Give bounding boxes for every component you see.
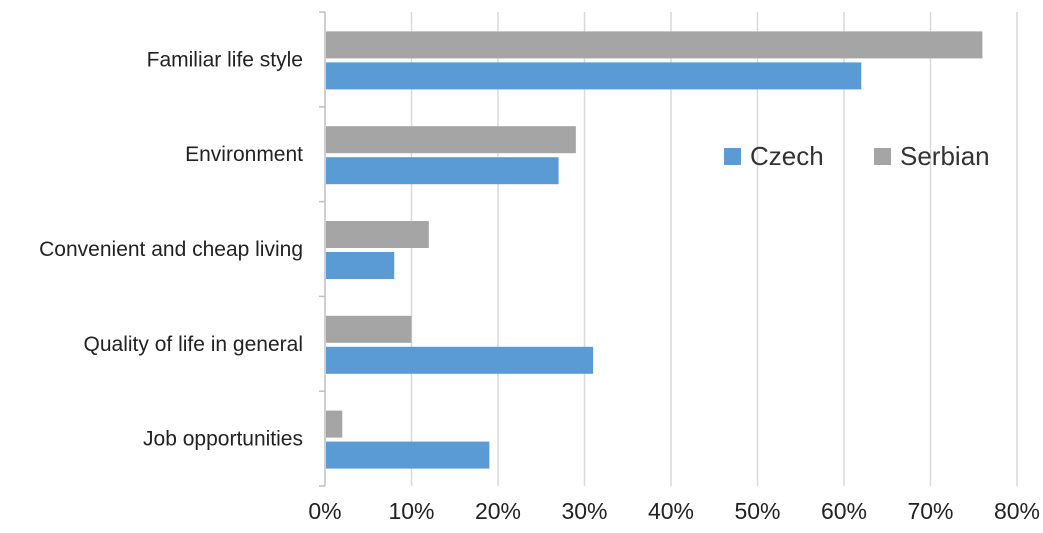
x-tick-label-50: 50% [734,498,780,524]
bar-czech-4 [326,441,490,469]
category-label-1: Environment [185,143,303,166]
x-tick-label-80: 80% [994,498,1040,524]
x-tick-label-70: 70% [907,498,953,524]
x-tick-label-40: 40% [648,498,694,524]
x-tick-label-10: 10% [388,498,434,524]
bars [326,31,983,469]
category-label-2: Convenient and cheap living [39,238,303,261]
gridlines [410,12,1018,486]
bar-serbian-3 [326,315,412,343]
bar-serbian-1 [326,126,576,154]
legend-swatch-serbian [874,148,891,165]
bar-czech-3 [326,346,594,374]
bar-czech-2 [326,252,395,279]
legend-label-czech: Czech [750,141,824,171]
x-tick-labels: 0% 10% 20% 30% 40% 50% 60% 70% 80% [308,498,1040,524]
x-tick-label-30: 30% [561,498,607,524]
legend-label-serbian: Serbian [900,141,990,171]
legend: Czech Serbian [724,141,990,171]
bar-czech-0 [326,62,862,90]
x-tick-label-60: 60% [821,498,867,524]
bar-czech-1 [326,157,559,185]
category-labels: Familiar life style Environment Convenient… [39,48,303,450]
bar-serbian-4 [326,410,343,438]
legend-swatch-czech [724,148,741,165]
bar-serbian-2 [326,221,429,248]
x-tick-label-0: 0% [308,498,341,524]
category-label-4: Job opportunities [143,428,303,451]
category-axis [319,11,326,487]
x-tick-label-20: 20% [475,498,521,524]
category-label-3: Quality of life in general [84,333,303,356]
category-label-0: Familiar life style [147,48,303,71]
bar-serbian-0 [326,31,983,59]
